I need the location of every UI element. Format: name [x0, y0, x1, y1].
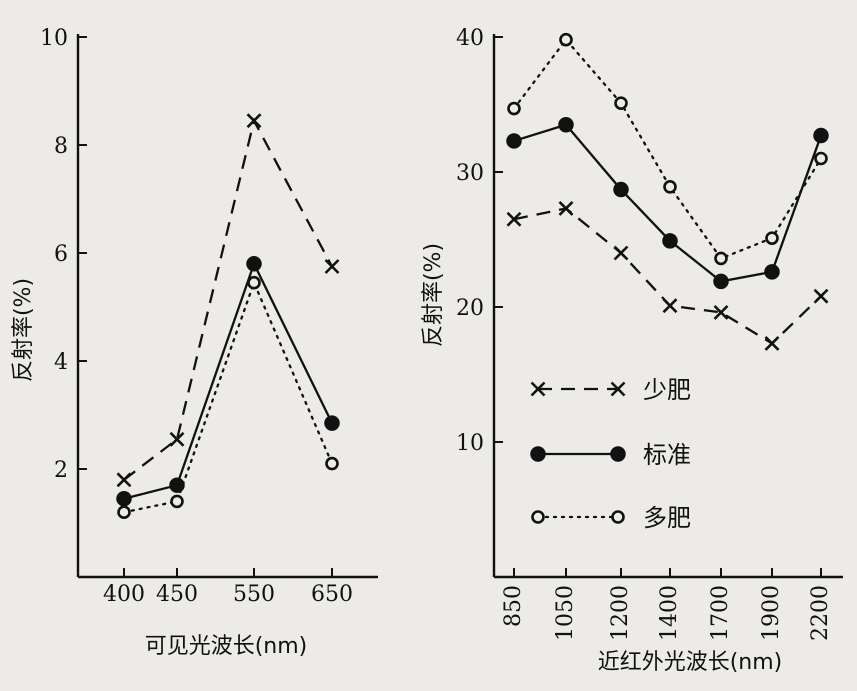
right-y-axis-title: 反射率(%) — [421, 243, 446, 347]
right-data-point — [764, 264, 780, 280]
left-series-line-2 — [122, 279, 334, 514]
right-y-tick-label: 20 — [456, 296, 484, 321]
right-series-line-2 — [512, 37, 823, 260]
right-y-tick-label: 40 — [456, 26, 484, 51]
right-data-point — [713, 304, 729, 320]
right-data-point — [506, 211, 522, 227]
right-y-tick-label: 30 — [456, 161, 484, 186]
right-data-point — [713, 273, 729, 290]
left-series-line-1 — [123, 260, 334, 500]
legend-marker — [530, 446, 546, 462]
right-x-tick-label: 1900 — [759, 585, 784, 641]
left-x-tick-label: 400 — [103, 582, 145, 607]
left-x-tick-label: 650 — [311, 582, 353, 607]
right-data-point — [813, 127, 829, 144]
left-y-tick-label: 2 — [54, 458, 68, 483]
right-x-tick-label: 1700 — [708, 585, 733, 641]
right-x-tick-label: 1200 — [608, 585, 633, 641]
right-data-point — [764, 336, 780, 351]
right-data-point — [662, 233, 678, 249]
left-y-tick-label: 6 — [54, 242, 68, 267]
right-data-point — [559, 32, 573, 47]
right-x-axis-title: 近红外光波长(nm) — [598, 650, 783, 675]
left-y-tick-label: 10 — [40, 26, 68, 51]
left-x-axis-title: 可见光波长(nm) — [145, 634, 308, 659]
right-data-point — [662, 298, 678, 314]
right-data-point — [506, 133, 522, 149]
left-series-line-0 — [123, 117, 334, 481]
left-data-point — [117, 505, 131, 520]
left-data-point — [324, 259, 340, 274]
right-x-tick-label: 1400 — [657, 585, 682, 641]
right-y-tick-label: 10 — [456, 431, 484, 456]
legend-label: 多肥 — [643, 504, 691, 532]
legend-label: 标准 — [643, 441, 691, 469]
right-data-point — [613, 245, 629, 261]
left-data-point — [169, 431, 185, 447]
left-data-point — [325, 456, 339, 471]
right-data-point — [507, 101, 521, 116]
right-x-tick-label: 2200 — [808, 585, 833, 641]
right-data-point — [663, 180, 677, 194]
left-data-point — [324, 415, 340, 431]
right-data-point — [613, 181, 629, 198]
legend-label: 少肥 — [643, 376, 691, 404]
legend-marker — [531, 510, 545, 524]
left-y-axis-title: 反射率(%) — [11, 278, 36, 382]
left-data-point — [246, 256, 262, 272]
left-x-tick-label: 550 — [233, 582, 275, 607]
legend-marker — [610, 446, 626, 462]
left-data-point — [246, 113, 262, 129]
left-x-tick-label: 450 — [156, 582, 198, 607]
right-data-point — [558, 201, 574, 216]
left-y-tick-label: 4 — [54, 350, 68, 375]
right-data-point — [714, 251, 728, 266]
legend-marker — [610, 381, 626, 397]
legend-marker — [611, 510, 625, 524]
left-y-tick-label: 8 — [54, 134, 68, 159]
left-data-point — [116, 472, 132, 488]
left-data-point — [170, 494, 184, 509]
right-data-point — [765, 231, 779, 245]
right-data-point — [614, 96, 628, 110]
left-data-point — [247, 275, 261, 290]
right-x-tick-label: 1050 — [553, 585, 578, 641]
right-data-point — [558, 117, 574, 133]
right-x-tick-label: 850 — [501, 585, 526, 627]
left-data-point — [169, 477, 185, 493]
right-data-point — [813, 288, 829, 304]
right-data-point — [814, 151, 828, 166]
legend-marker — [530, 381, 546, 397]
